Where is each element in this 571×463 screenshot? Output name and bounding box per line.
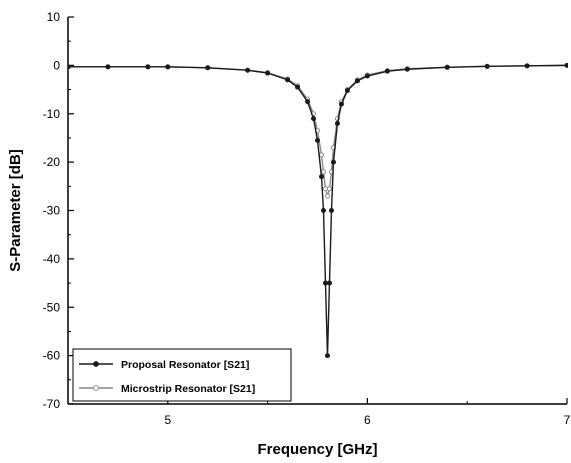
data-point: [68, 64, 71, 70]
data-point: [524, 63, 530, 69]
y-tick-label: -50: [43, 300, 61, 314]
data-point: [105, 64, 111, 70]
x-tick-label: 7: [564, 413, 571, 427]
data-point: [444, 64, 450, 70]
data-point: [326, 280, 332, 286]
legend-swatch-marker: [93, 361, 99, 367]
y-tick-label: 10: [47, 10, 61, 24]
data-point: [322, 186, 328, 192]
data-point: [322, 280, 328, 286]
data-point: [354, 78, 360, 84]
data-point: [330, 159, 336, 165]
data-point: [326, 186, 332, 192]
data-point: [338, 101, 344, 107]
data-point: [145, 64, 151, 70]
chart-axes: [67, 17, 567, 405]
x-tick-label: 6: [364, 413, 371, 427]
y-tick-label: -70: [43, 397, 61, 411]
y-tick-label: 0: [53, 58, 60, 72]
data-point: [305, 99, 311, 105]
data-point: [344, 88, 350, 94]
data-point: [320, 169, 326, 175]
legend-swatch-marker: [93, 385, 99, 391]
x-tick-label: 5: [164, 413, 171, 427]
data-point: [484, 63, 490, 69]
data-point: [384, 68, 390, 74]
legend-label: Proposal Resonator [S21]: [121, 359, 249, 371]
series-proposal: [68, 62, 568, 359]
data-point: [245, 67, 251, 73]
data-point: [265, 70, 271, 76]
x-axis-title: Frequency [GHz]: [257, 441, 377, 458]
data-point: [205, 65, 211, 71]
series-line: [68, 64, 568, 357]
y-tick-label: -10: [43, 107, 61, 121]
y-tick-label: -40: [43, 252, 61, 266]
legend-label: Microstrip Resonator [S21]: [121, 383, 255, 395]
series-microstrip: [68, 62, 568, 199]
legend: Proposal Resonator [S21] Microstrip Reson…: [72, 348, 292, 402]
y-axis-title: S-Parameter [dB]: [7, 149, 24, 272]
y-tick-label: -20: [43, 155, 61, 169]
y-axis-ticks: 10 0 -10 -20 -30 -40 -50 -60 -70: [43, 10, 74, 411]
data-point: [364, 73, 370, 79]
data-point: [285, 77, 291, 83]
data-point: [324, 353, 330, 359]
data-point: [315, 137, 320, 143]
data-point: [324, 193, 330, 199]
data-point: [404, 66, 410, 72]
data-point: [328, 208, 334, 213]
y-tick-label: -60: [43, 349, 61, 363]
data-point: [311, 116, 317, 122]
data-point: [564, 62, 568, 68]
data-point: [320, 208, 326, 213]
data-point: [295, 84, 301, 90]
legend-box: [72, 348, 292, 402]
y-tick-label: -30: [43, 204, 61, 218]
data-point: [334, 120, 340, 126]
data-point: [318, 152, 324, 158]
data-point: [165, 64, 171, 70]
data-point: [318, 174, 324, 180]
series-layer: [68, 62, 568, 359]
x-axis-ticks: 5 6 7: [67, 398, 571, 427]
